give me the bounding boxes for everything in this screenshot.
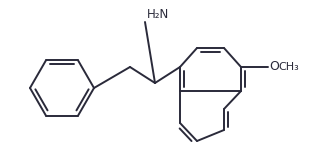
Text: O: O	[269, 60, 279, 74]
Text: H₂N: H₂N	[147, 8, 169, 21]
Text: CH₃: CH₃	[278, 62, 299, 72]
